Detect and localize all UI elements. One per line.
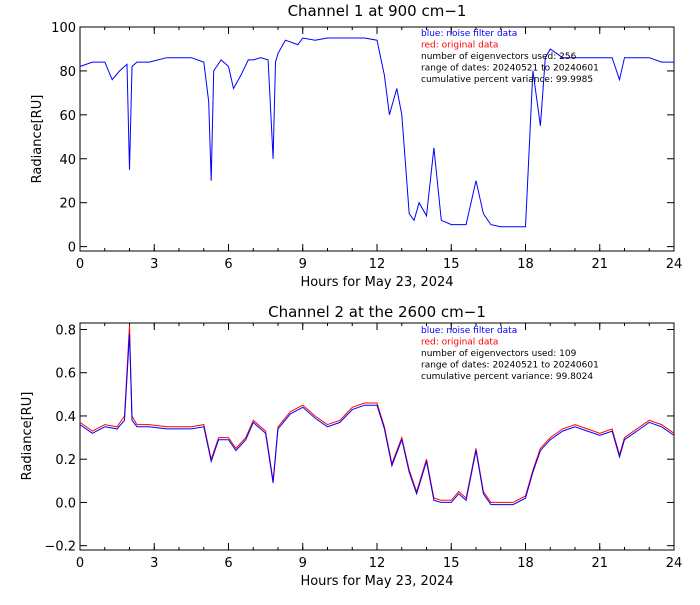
- y-tick-label: 0.8: [55, 323, 76, 338]
- series-line: [79, 333, 675, 506]
- series-line: [79, 37, 674, 228]
- x-axis-label: Hours for May 23, 2024: [300, 574, 453, 589]
- x-tick-label: 24: [666, 556, 683, 571]
- y-tick-label: 0.4: [55, 410, 76, 425]
- legend-entry: number of eigenvectors used: 256: [421, 52, 577, 62]
- legend-entry: blue: noise filter data: [421, 29, 517, 39]
- x-tick-label: 0: [76, 556, 84, 571]
- y-tick-label: 60: [59, 109, 76, 124]
- y-axis: 0 20 40 60 80 100: [51, 21, 674, 256]
- y-tick-label: 20: [59, 197, 76, 212]
- y-axis-label: Radiance[RU]: [20, 392, 35, 481]
- chart-title: Channel 1 at 900 cm−1: [288, 2, 467, 20]
- legend-entry: red: original data: [421, 338, 498, 348]
- legend-entry: red: original data: [421, 41, 498, 51]
- x-axis-label: Hours for May 23, 2024: [300, 275, 453, 290]
- x-tick-label: 6: [224, 556, 232, 571]
- plot-frame: [79, 322, 675, 551]
- y-tick-label: −0.2: [44, 540, 76, 555]
- y-tick-label: 80: [59, 65, 76, 80]
- x-axis: 0 3 6 9 12 15 18 21 24: [76, 27, 682, 272]
- legend-entry: range of dates: 20240521 to 20240601: [421, 64, 599, 74]
- legend-entry: cumulative percent variance: 99.8024: [421, 372, 593, 382]
- y-tick-label: 100: [51, 21, 76, 36]
- x-tick-label: 3: [150, 556, 158, 571]
- x-tick-label: 6: [224, 257, 232, 272]
- x-tick-label: 12: [369, 556, 386, 571]
- x-tick-label: 24: [666, 257, 683, 272]
- y-tick-label: 0.0: [55, 496, 76, 511]
- x-tick-label: 15: [443, 257, 460, 272]
- y-tick-label: 0.6: [55, 367, 76, 382]
- x-tick-label: 18: [517, 556, 534, 571]
- y-tick-label: 0.2: [55, 453, 76, 468]
- x-tick-label: 18: [517, 257, 534, 272]
- plot-frame: [79, 26, 675, 252]
- legend-entry: number of eigenvectors used: 109: [421, 349, 577, 359]
- channel-1-panel: Channel 1 at 900 cm−1 0 3 6 9 12 15 18 21 24 0 20…: [30, 2, 682, 290]
- y-tick-label: 0: [68, 241, 76, 256]
- x-tick-label: 9: [299, 257, 307, 272]
- y-axis-label: Radiance[RU]: [30, 95, 45, 184]
- chart-title: Channel 2 at the 2600 cm−1: [268, 303, 486, 321]
- series-layer: [79, 325, 675, 506]
- series-line: [79, 325, 675, 503]
- legend-entry: blue: noise filter data: [421, 326, 517, 336]
- channel-2-panel: Channel 2 at the 2600 cm−1 0 3 6 9 12 15 18 21 2…: [20, 303, 682, 589]
- series-layer: [79, 37, 674, 228]
- x-tick-label: 15: [443, 556, 460, 571]
- x-tick-label: 9: [299, 556, 307, 571]
- x-axis: 0 3 6 9 12 15 18 21 24: [76, 323, 682, 571]
- y-tick-label: 40: [59, 153, 76, 168]
- y-axis: −0.2 0.0 0.2 0.4 0.6 0.8: [44, 323, 674, 555]
- legend: blue: noise filter data red: original dat…: [421, 29, 599, 85]
- x-tick-label: 21: [591, 556, 608, 571]
- legend-entry: range of dates: 20240521 to 20240601: [421, 361, 599, 371]
- legend-entry: cumulative percent variance: 99.9985: [421, 75, 593, 85]
- x-tick-label: 21: [591, 257, 608, 272]
- x-tick-label: 12: [369, 257, 386, 272]
- legend: blue: noise filter data red: original dat…: [421, 326, 599, 382]
- x-tick-label: 3: [150, 257, 158, 272]
- x-tick-label: 0: [76, 257, 84, 272]
